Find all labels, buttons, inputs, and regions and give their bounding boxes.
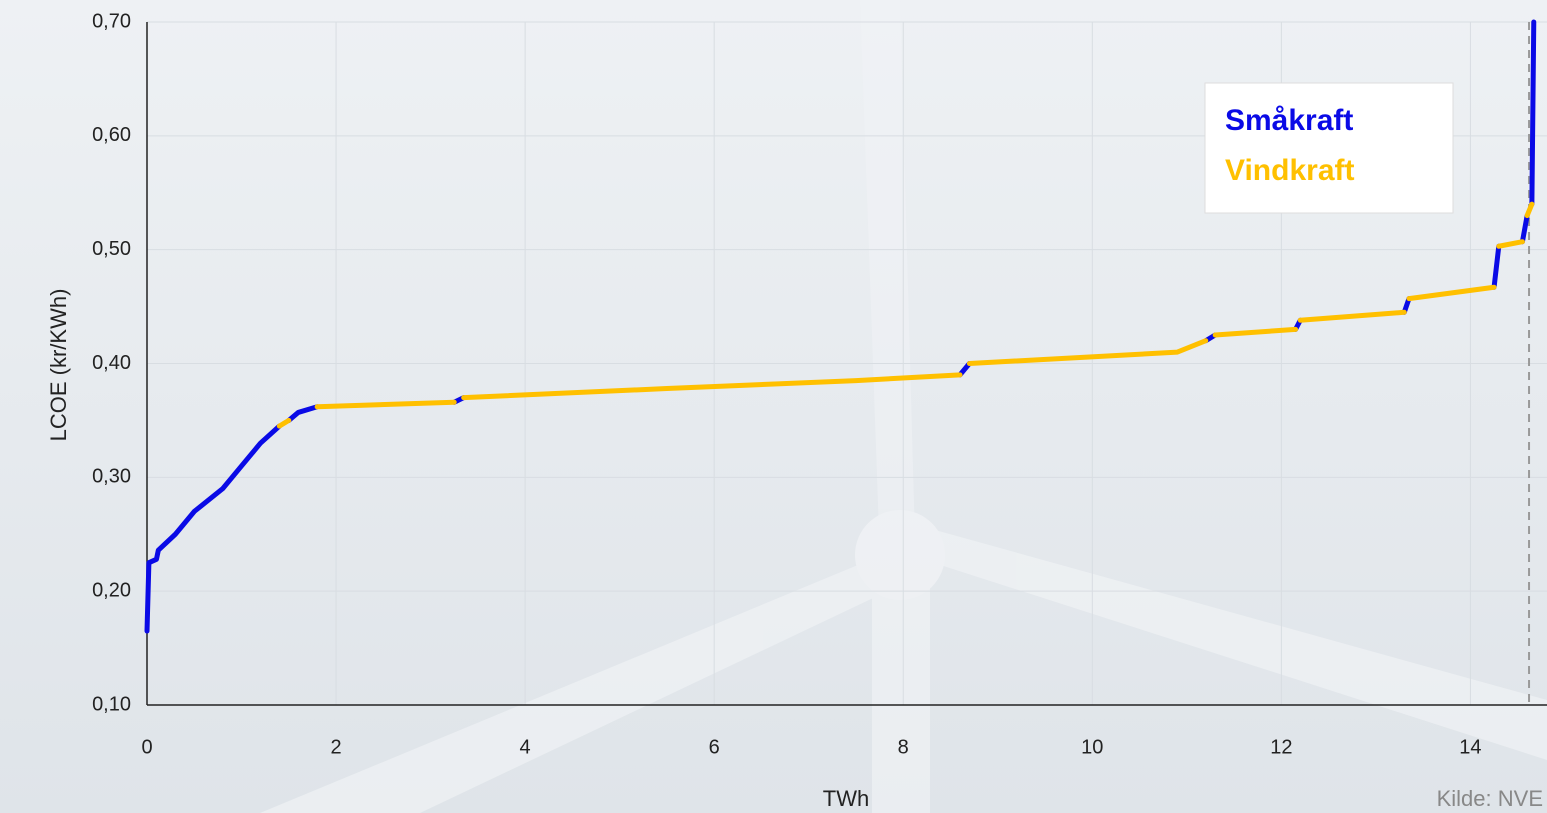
y-tick-label: 0,20 (92, 579, 131, 601)
y-tick-label: 0,40 (92, 352, 131, 374)
y-tick-label: 0,30 (92, 466, 131, 488)
x-axis-label: TWh (823, 786, 869, 811)
y-axis-label: LCOE (kr/KWh) (46, 289, 71, 442)
y-tick-label: 0,70 (92, 10, 131, 32)
x-tick-label: 2 (330, 736, 341, 758)
series-line (144, 19, 1537, 634)
y-tick-label: 0,10 (92, 693, 131, 715)
source: Kilde: NVE (1437, 786, 1543, 811)
grid (146, 21, 1547, 706)
turbine-illustration (260, 0, 1547, 813)
legend: Småkraft Vindkraft (1225, 104, 1354, 187)
legend-entry: Vindkraft (1225, 154, 1354, 187)
series-line (276, 201, 1535, 429)
x-tick-label: 6 (709, 736, 720, 758)
legend-box (1204, 82, 1454, 214)
plot (144, 19, 1537, 634)
x-tick-label: 8 (898, 736, 909, 758)
x-tick-label: 0 (141, 736, 152, 758)
y-tick-label: 0,60 (92, 124, 131, 146)
legend-entry: Småkraft (1225, 104, 1353, 137)
x-tick-label: 12 (1270, 736, 1292, 758)
y-tick-label: 0,50 (92, 238, 131, 260)
x-tick-label: 14 (1459, 736, 1481, 758)
x-tick-label: 4 (520, 736, 531, 758)
x-tick-label: 10 (1081, 736, 1103, 758)
